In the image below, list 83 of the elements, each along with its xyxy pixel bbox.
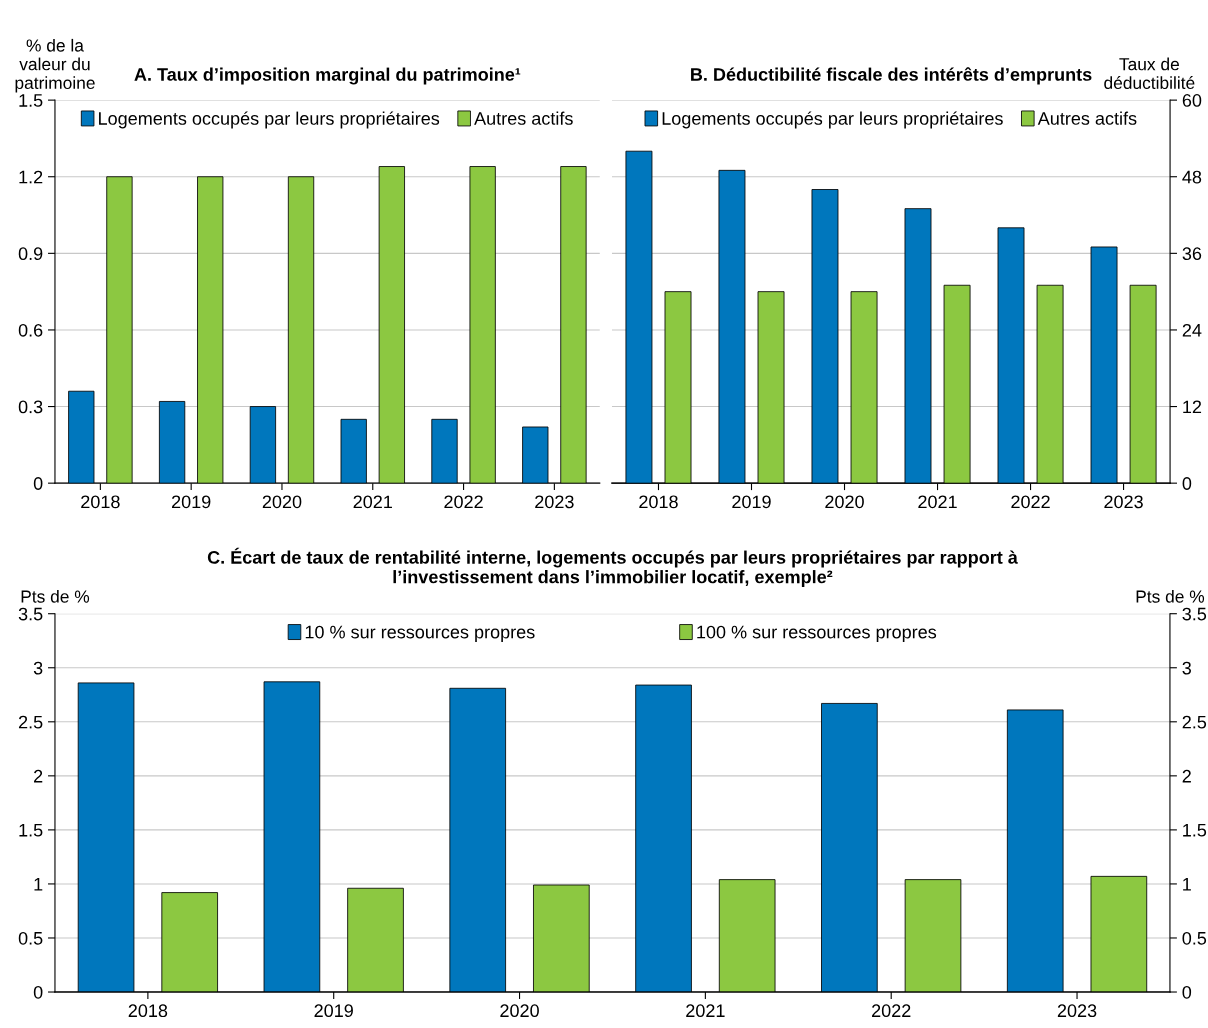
y-tick-label: 2 (34, 769, 43, 783)
bar (431, 418, 458, 484)
x-tick-label: 2018 (81, 495, 120, 509)
y-axis-title: % de la valeur du patrimoine (15, 38, 95, 93)
y2-tick-label: 1.5 (1183, 824, 1207, 837)
legend-label: 10 % sur ressources propres (305, 625, 535, 643)
y2-tick-label: 36 (1182, 247, 1202, 261)
x-tick-label: 2019 (314, 1004, 353, 1018)
bar (850, 291, 878, 484)
y-tick-label: 0.5 (18, 931, 43, 945)
bar (106, 176, 133, 484)
y2-axis-title: Taux de déductibilité (1104, 57, 1195, 90)
x-tick-label: 2020 (500, 1004, 539, 1018)
y2-tick-label: 48 (1182, 170, 1202, 184)
x-tick-label: 2023 (1057, 1004, 1097, 1018)
x-tick-label: 2022 (1011, 495, 1050, 509)
bar (904, 208, 932, 484)
series-label: Logements occupés par leurs propriétaires (662, 111, 1003, 129)
y-tick-label: 0.6 (18, 323, 43, 337)
y-tick-label: 1 (34, 878, 43, 891)
chart-title: B. Déductibilité fiscale des intérêts d’emprunts (691, 67, 1092, 85)
y2-tick-label: 0.5 (1182, 931, 1207, 945)
x-tick-label: 2022 (872, 1004, 911, 1018)
y2-tick-label: 1 (1183, 878, 1191, 891)
x-tick-label: 2018 (639, 495, 678, 509)
y-tick-label: 1.5 (19, 94, 43, 107)
bar (811, 189, 839, 484)
chart-title: C. Écart de taux de rentabilité interne, logements occupés par leurs propriétaires par rapport à l’investissement dans l’immobilier locatif, exemple² (207, 547, 1018, 587)
bar (625, 150, 653, 484)
y-axis-title: Pts de % (21, 589, 90, 603)
x-tick-label: 2021 (918, 495, 957, 509)
bar (249, 406, 277, 484)
y2-tick-label: 2.5 (1182, 715, 1207, 729)
y-tick-label: 1.5 (19, 824, 43, 837)
bar (378, 166, 405, 484)
bar (197, 176, 224, 484)
y-tick-label: 0 (33, 985, 43, 999)
y-tick-label: 3 (33, 661, 43, 675)
y-tick-label: 0.9 (18, 247, 43, 261)
y2-tick-label: 3 (1182, 661, 1191, 675)
x-tick-label: 2021 (686, 1004, 725, 1018)
y2-tick-label: 24 (1182, 323, 1202, 337)
x-tick-label: 2023 (1104, 495, 1143, 509)
bar (287, 176, 315, 484)
bar (664, 291, 692, 484)
bar (757, 291, 785, 484)
x-tick-label: 2020 (262, 495, 302, 509)
chart-title: A. Taux d’imposition marginal du patrimoine¹ (134, 67, 521, 85)
y-tick-label: 3.5 (18, 607, 43, 621)
x-tick-label: 2018 (128, 1004, 168, 1018)
bar (68, 390, 95, 484)
y2-tick-label: 60 (1182, 94, 1202, 107)
bar (997, 227, 1025, 484)
y2-tick-label: 3.5 (1182, 607, 1207, 621)
legend-label: 100 % sur ressources propres (697, 625, 937, 643)
legend-label: Autres actifs (1037, 111, 1137, 125)
bar (469, 166, 496, 484)
y2-tick-label: 2 (1182, 769, 1191, 783)
bar (1129, 284, 1157, 484)
bar (560, 166, 587, 484)
legend-label: Autres actifs (474, 111, 573, 125)
bar (1036, 284, 1064, 484)
x-tick-label: 2023 (535, 495, 574, 509)
y2-tick-label: 0 (1182, 985, 1192, 999)
bar (1090, 246, 1118, 484)
y2-tick-label: 12 (1183, 400, 1202, 414)
y-tick-label: 0.3 (18, 400, 43, 414)
y-tick-label: 1.2 (19, 170, 43, 184)
y2-tick-label: 0 (1182, 477, 1192, 490)
x-tick-label: 2020 (825, 495, 864, 509)
y-tick-label: 2.5 (18, 715, 43, 729)
legend-label: Logements occupés par leurs propriétaires (99, 111, 440, 129)
x-tick-label: 2022 (444, 495, 483, 509)
bar (522, 426, 549, 484)
y-tick-label: 0 (33, 477, 43, 490)
x-tick-label: 2019 (732, 495, 771, 509)
bar (718, 169, 746, 484)
bar (943, 284, 971, 484)
y2-axis-title: Pts de % (1136, 589, 1205, 603)
bar (158, 401, 186, 484)
x-tick-label: 2021 (353, 495, 392, 509)
bar (340, 418, 367, 484)
x-tick-label: 2019 (171, 495, 211, 509)
